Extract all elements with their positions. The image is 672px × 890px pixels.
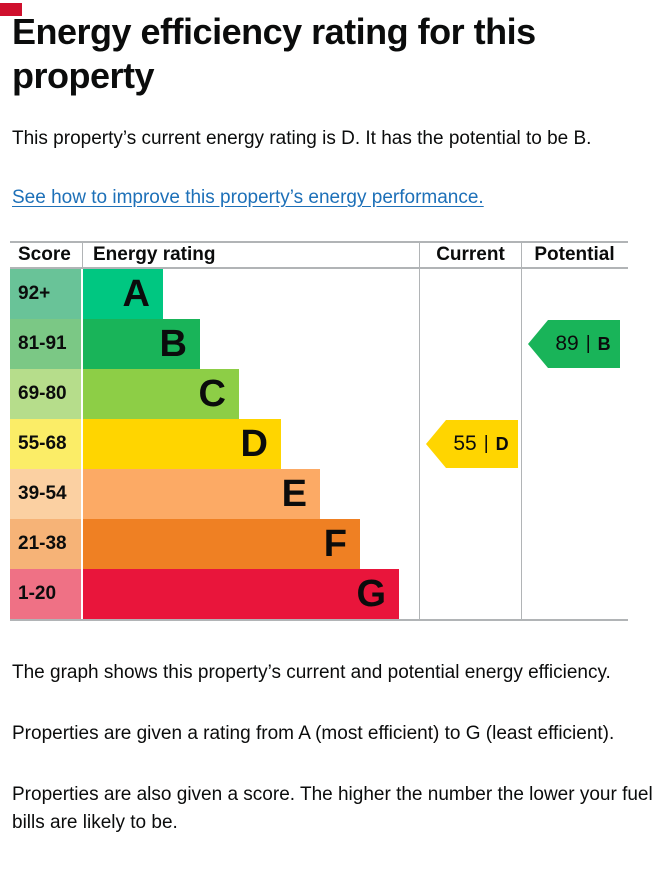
current-cell [420,269,522,319]
potential-score: 89 [555,332,579,355]
column-header-rating: Energy rating [83,243,420,267]
band-letter-c: C [198,373,226,415]
score-cell-d: 55-68 [10,419,81,469]
score-cell-a: 92+ [10,269,81,319]
band-row-a: 92+ A [10,269,628,319]
score-cell-c: 69-80 [10,369,81,419]
band-letter-f: F [323,523,347,565]
potential-separator: | [585,333,591,354]
band-bar-f: F [83,519,360,569]
column-header-score: Score [10,243,83,267]
red-marker [0,3,22,16]
potential-band: B [597,333,611,354]
chart-body: 92+ A 81-91 B 69-80 C [10,269,628,619]
current-rating-arrow: 55 | D [426,420,518,468]
band-bar-c: C [83,369,239,419]
band-row-f: 21-38 F [10,519,628,569]
band-area: F [83,519,420,569]
graph-description: The graph shows this property’s current … [12,662,611,683]
current-score: 55 [453,432,477,455]
band-letter-a: A [122,273,150,315]
band-bar-g: G [83,569,399,619]
rating-summary-text: This property’s current energy rating is… [12,128,592,149]
potential-rating-arrow: 89 | B [528,320,620,368]
current-cell [420,469,522,519]
band-bar-a: A [83,269,163,319]
band-letter-b: B [159,323,187,365]
score-cell-g: 1-20 [10,569,81,619]
chart-header-row: Score Energy rating Current Potential [10,243,628,269]
band-bar-b: B [83,319,200,369]
band-area: B [83,319,420,369]
current-band: D [495,433,509,454]
band-bar-e: E [83,469,320,519]
potential-cell [522,369,627,419]
epc-rating-chart: Score Energy rating Current Potential 92… [10,241,628,621]
score-cell-b: 81-91 [10,319,81,369]
current-cell [420,319,522,369]
current-separator: | [483,433,489,454]
band-letter-g: G [356,573,386,615]
page-title: Energy efficiency rating for this proper… [12,11,536,96]
potential-cell [522,269,627,319]
score-cell-f: 21-38 [10,519,81,569]
potential-cell [522,569,627,619]
potential-cell [522,519,627,569]
band-row-e: 39-54 E [10,469,628,519]
current-cell [420,419,522,469]
band-area: E [83,469,420,519]
band-area: A [83,269,420,319]
band-letter-e: E [281,473,307,515]
potential-cell [522,419,627,469]
rating-description: Properties are given a rating from A (mo… [12,723,615,744]
band-row-g: 1-20 G [10,569,628,619]
potential-cell [522,469,627,519]
improve-performance-link[interactable]: See how to improve this property’s energ… [12,187,484,208]
band-area: G [83,569,420,619]
band-letter-d: D [240,423,268,465]
column-header-current: Current [420,243,522,267]
band-row-d: 55-68 D [10,419,628,469]
improve-link-row: See how to improve this property’s energ… [12,187,660,209]
band-area: C [83,369,420,419]
band-area: D [83,419,420,469]
current-cell [420,519,522,569]
score-cell-e: 39-54 [10,469,81,519]
score-description: Properties are also given a score. The h… [12,784,653,833]
column-header-potential: Potential [534,244,615,265]
band-row-c: 69-80 C [10,369,628,419]
band-row-b: 81-91 B [10,319,628,369]
current-cell [420,569,522,619]
current-cell [420,369,522,419]
band-bar-d: D [83,419,281,469]
